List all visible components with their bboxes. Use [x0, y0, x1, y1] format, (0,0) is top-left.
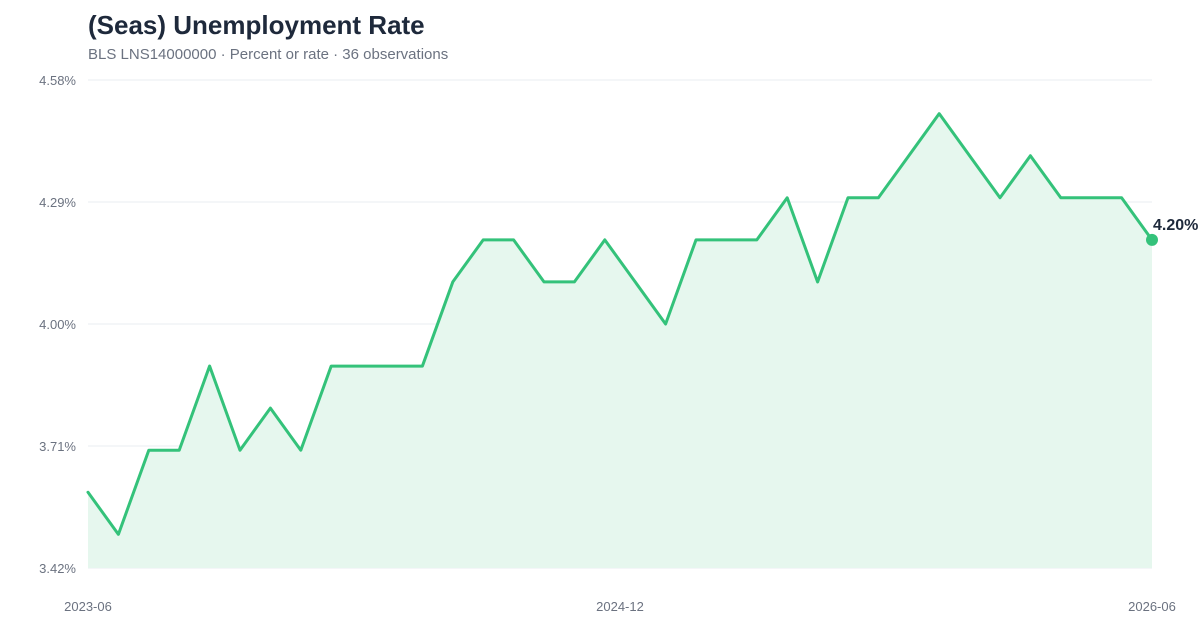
y-tick-label: 3.42% [39, 561, 76, 576]
area-fill [88, 113, 1152, 568]
x-tick-label: 2023-06 [64, 599, 112, 614]
y-tick-label: 4.00% [39, 317, 76, 332]
chart-title: (Seas) Unemployment Rate [88, 10, 425, 40]
x-tick-label: 2026-06 [1128, 599, 1176, 614]
last-value-label: 4.20% [1153, 217, 1198, 234]
last-point-marker [1146, 233, 1158, 246]
x-tick-label: 2024-12 [596, 599, 644, 614]
series-line [86, 112, 1154, 536]
y-tick-label: 4.29% [39, 195, 76, 210]
y-tick-label: 4.58% [39, 73, 76, 88]
chart-subtitle: BLS LNS14000000 · Percent or rate · 36 o… [88, 46, 449, 63]
y-tick-label: 3.71% [39, 439, 76, 454]
